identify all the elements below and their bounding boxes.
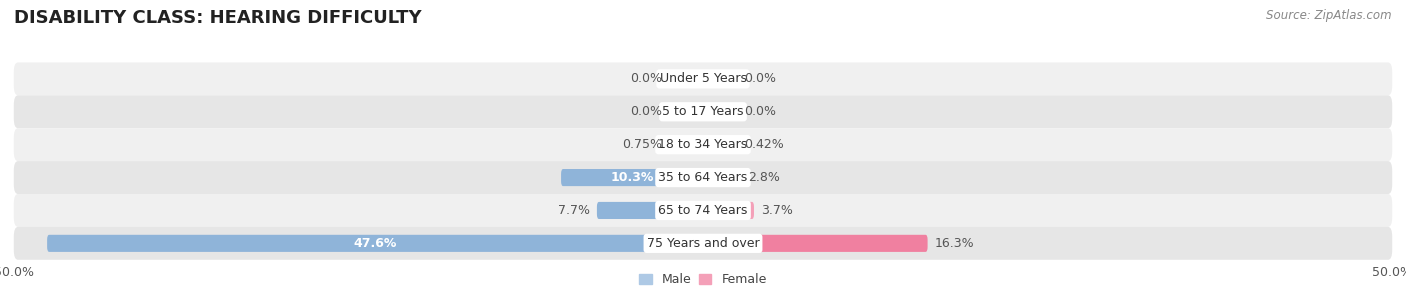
FancyBboxPatch shape [14,62,1392,95]
Text: 10.3%: 10.3% [610,171,654,184]
Text: Source: ZipAtlas.com: Source: ZipAtlas.com [1267,9,1392,22]
FancyBboxPatch shape [703,202,754,219]
FancyBboxPatch shape [14,95,1392,128]
Text: 2.8%: 2.8% [748,171,780,184]
FancyBboxPatch shape [703,136,738,153]
FancyBboxPatch shape [669,70,703,88]
Text: 0.75%: 0.75% [621,138,662,151]
FancyBboxPatch shape [14,161,1392,194]
Text: Under 5 Years: Under 5 Years [659,72,747,85]
FancyBboxPatch shape [669,136,703,153]
FancyBboxPatch shape [703,169,741,186]
FancyBboxPatch shape [703,103,738,120]
Legend: Male, Female: Male, Female [634,268,772,291]
FancyBboxPatch shape [14,128,1392,161]
FancyBboxPatch shape [703,235,928,252]
FancyBboxPatch shape [561,169,703,186]
Text: 7.7%: 7.7% [558,204,591,217]
Text: 0.0%: 0.0% [630,105,662,118]
FancyBboxPatch shape [703,70,738,88]
Text: 0.0%: 0.0% [630,72,662,85]
FancyBboxPatch shape [14,227,1392,260]
Text: 0.0%: 0.0% [744,72,776,85]
FancyBboxPatch shape [669,103,703,120]
Text: 75 Years and over: 75 Years and over [647,237,759,250]
Text: 65 to 74 Years: 65 to 74 Years [658,204,748,217]
Text: 16.3%: 16.3% [935,237,974,250]
Text: 0.0%: 0.0% [744,105,776,118]
FancyBboxPatch shape [48,235,703,252]
FancyBboxPatch shape [598,202,703,219]
Text: 18 to 34 Years: 18 to 34 Years [658,138,748,151]
Text: 0.42%: 0.42% [744,138,785,151]
Text: 5 to 17 Years: 5 to 17 Years [662,105,744,118]
Text: 47.6%: 47.6% [353,237,396,250]
FancyBboxPatch shape [14,194,1392,227]
Text: 3.7%: 3.7% [761,204,793,217]
Text: 35 to 64 Years: 35 to 64 Years [658,171,748,184]
Text: DISABILITY CLASS: HEARING DIFFICULTY: DISABILITY CLASS: HEARING DIFFICULTY [14,9,422,27]
